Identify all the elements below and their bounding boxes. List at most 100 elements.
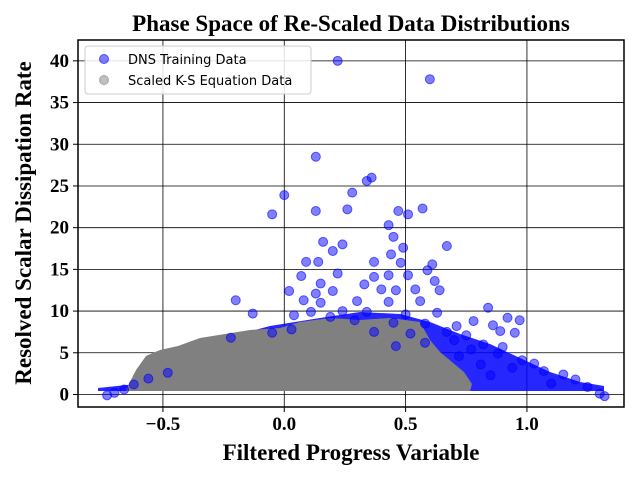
chart-title: Phase Space of Re-Scaled Data Distributi… [132,11,570,36]
dns-data-point [383,270,394,281]
dns-data-point [582,381,593,392]
dns-data-point [466,344,477,355]
dns-data-point [369,326,380,337]
dns-data-point [102,390,113,401]
dns-data-point [405,328,416,339]
y-axis-label: Resolved Scalar Dissipation Rate [11,61,36,385]
dns-data-point [347,187,358,198]
dns-data-point [415,296,426,307]
x-tick-label: 0.5 [394,414,418,435]
y-tick-label: 35 [50,93,69,114]
dns-data-point [383,220,394,231]
dns-data-point [376,284,387,295]
dns-data-point [422,265,433,276]
dns-data-point [420,337,431,348]
dns-data-point [332,55,343,66]
y-tick-label: 0 [60,384,70,405]
dns-data-point [417,203,428,214]
dns-data-point [267,209,278,220]
dns-data-point [359,279,370,290]
dns-data-point [400,309,411,320]
dns-data-point [284,286,295,297]
scatter-points [102,55,610,402]
dns-data-point [247,308,258,319]
legend-label-ks: Scaled K-S Equation Data [128,74,292,89]
dns-data-point [502,312,513,323]
dns-data-point [410,284,421,295]
y-tick-label: 30 [50,134,69,155]
dns-data-point [298,295,309,306]
y-tick-label: 40 [50,51,69,72]
dns-data-point [315,278,326,289]
dns-data-point [386,249,397,260]
y-tick-label: 15 [50,259,69,280]
y-tick-label: 20 [50,218,69,239]
dns-data-point [332,268,343,279]
dns-data-point [403,270,414,281]
dns-data-point [349,315,360,326]
dns-data-point [361,306,372,317]
dns-data-point [434,285,445,296]
dns-data-point [162,367,173,378]
y-tick-label: 5 [60,343,70,364]
dns-data-point [514,315,525,326]
dns-data-point [538,366,549,377]
dns-data-point [230,295,241,306]
dns-data-point [509,327,520,338]
dns-data-point [453,351,464,362]
dns-data-point [558,369,569,380]
dns-data-point [369,256,380,267]
dns-data-point [128,379,139,390]
dns-data-point [337,239,348,250]
dns-data-point [395,257,406,268]
dns-data-point [424,74,435,85]
dns-data-point [388,231,399,242]
dns-data-point [495,326,506,337]
axis-ticks: −0.5 0.0 0.5 1.0 0 5 10 15 20 25 30 35 40 [50,51,539,435]
x-tick-label: 0.0 [272,414,296,435]
dns-data-point [492,348,503,359]
dns-data-point [310,205,321,216]
x-axis-label: Filtered Progress Variable [223,440,480,465]
dns-data-point [361,175,372,186]
dns-data-point [310,151,321,162]
dns-data-point [599,391,610,402]
dns-data-point [390,341,401,352]
x-tick-label: 1.0 [515,414,539,435]
dns-data-point [369,271,380,282]
dns-data-point [468,316,479,327]
dns-data-point [327,246,338,257]
dns-data-point [546,378,557,389]
dns-data-point [388,317,399,328]
dns-data-point [286,324,297,335]
ks-dense-region [126,318,472,391]
dns-data-point [441,326,452,337]
dns-data-point [441,241,452,252]
dns-data-point [483,302,494,313]
y-tick-label: 10 [50,301,69,322]
dns-data-point [497,341,508,352]
dns-data-point [337,306,348,317]
dns-data-point [403,209,414,220]
dns-data-point [267,327,278,338]
dns-data-point [529,358,540,369]
dns-data-point [383,296,394,307]
legend-marker-ks [99,75,109,85]
dns-data-point [225,332,236,343]
legend: DNS Training Data Scaled K-S Equation Da… [84,45,312,95]
dns-data-point [475,359,486,370]
dns-data-point [429,276,440,287]
dns-data-point [570,374,581,385]
legend-marker-dns [99,54,109,64]
legend-label-dns: DNS Training Data [128,53,247,68]
dns-data-point [449,335,460,346]
dns-data-point [478,339,489,350]
dns-data-point [143,373,154,384]
dns-data-point [310,288,321,299]
dns-data-point [352,296,363,307]
x-tick-label: −0.5 [146,414,181,435]
dns-data-point [432,307,443,318]
dns-data-point [315,297,326,308]
dns-data-point [517,355,528,366]
